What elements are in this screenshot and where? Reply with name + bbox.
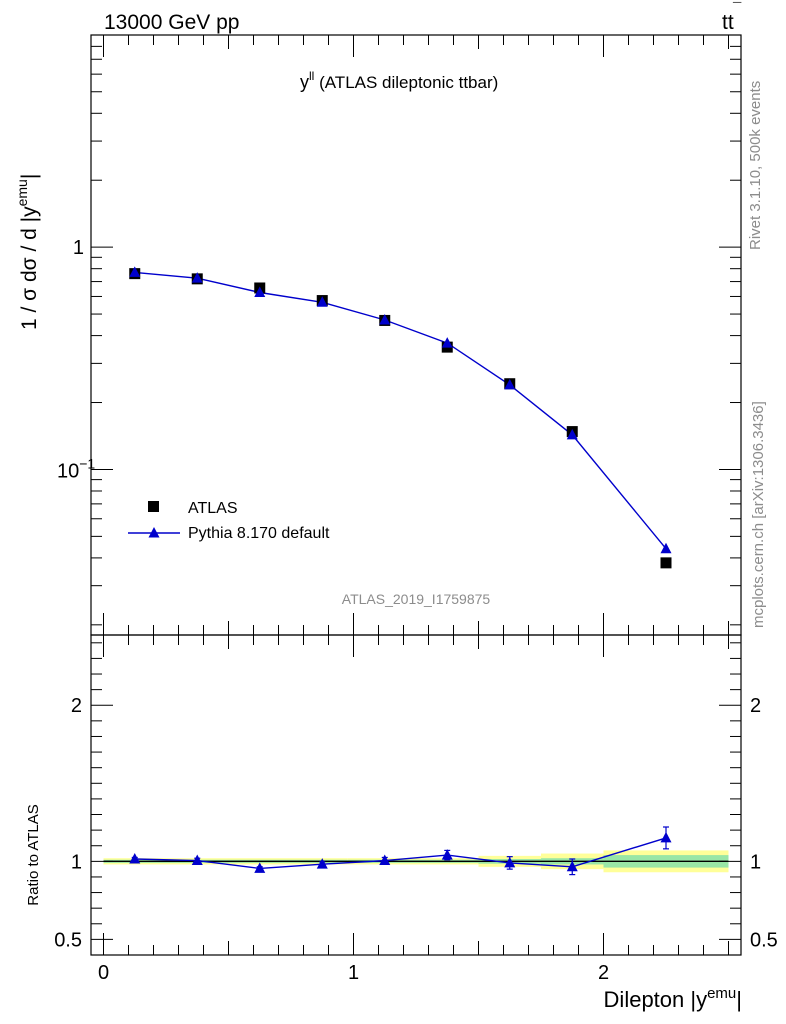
legend: ATLAS Pythia 8.170 default xyxy=(128,500,330,542)
legend-atlas-marker xyxy=(148,501,159,512)
legend-pythia-label: Pythia 8.170 default xyxy=(188,525,330,542)
mcplots-label: mcplots.cern.ch [arXiv:1306.3436] xyxy=(750,401,767,628)
main-ylabel-end: | xyxy=(18,174,41,179)
ratio-x-tick-label: 0 xyxy=(98,962,109,984)
process-label-bar: ¯ xyxy=(732,0,742,17)
main-title-rest: (ATLAS dileptonic ttbar) xyxy=(314,73,498,92)
main-y-tick-label-base: 10 xyxy=(57,460,79,482)
ratio-y-tick-label-right: 0.5 xyxy=(750,929,778,951)
ratio-xlabel: Dilepton |yemu| xyxy=(604,985,742,1012)
ratio-y-tick-label-right: 2 xyxy=(750,695,761,717)
ratio-y-tick-label-right: 1 xyxy=(750,851,761,873)
process-label-text: tt xyxy=(722,11,734,34)
ratio-x-tick-label: 2 xyxy=(598,962,609,984)
pythia-point xyxy=(504,378,516,390)
main-title: yll (ATLAS dileptonic ttbar) xyxy=(300,69,498,92)
legend-atlas-label: ATLAS xyxy=(188,500,238,517)
ratio-xlabel-base: Dilepton |y xyxy=(604,987,708,1012)
legend-pythia-marker xyxy=(148,527,160,538)
main-panel: yll (ATLAS dileptonic ttbar) 1 / σ dσ / … xyxy=(14,34,741,635)
ratio-pythia-point xyxy=(379,854,391,866)
pythia-point xyxy=(379,314,391,325)
rivet-label: Rivet 3.1.10, 500k events xyxy=(747,81,764,250)
pythia-point xyxy=(316,296,328,307)
ratio-pythia-point xyxy=(316,858,328,869)
pythia-point xyxy=(129,266,141,277)
energy-label: 13000 GeV pp xyxy=(104,11,239,34)
main-ticks: 1 10−1 xyxy=(57,34,741,635)
main-series xyxy=(129,266,672,569)
pythia-point xyxy=(566,428,578,440)
main-ylabel-sup: emu xyxy=(14,179,30,206)
main-y-tick-label-sup: −1 xyxy=(79,455,95,471)
pythia-point xyxy=(191,272,203,283)
ratio-ticks: 0.5 0.5 1 1 2 2 0 1 2 xyxy=(54,635,778,984)
ratio-x-tick-label: 1 xyxy=(348,962,359,984)
pythia-point xyxy=(254,286,266,298)
ratio-pythia-point xyxy=(566,860,578,872)
main-ylabel: 1 / σ dσ / d |yemu| xyxy=(14,174,41,330)
analysis-watermark: ATLAS_2019_I1759875 xyxy=(342,591,491,607)
ratio-xlabel-sup: emu xyxy=(707,985,736,1002)
ratio-y-tick-label-left: 0.5 xyxy=(54,929,82,951)
ratio-pythia-point xyxy=(191,854,203,866)
ratio-xlabel-end: | xyxy=(736,987,742,1012)
ratio-pythia-point xyxy=(660,831,672,843)
main-y-tick-label: 1 xyxy=(73,237,84,259)
ratio-y-tick-label-left: 1 xyxy=(71,851,82,873)
pythia-point xyxy=(660,542,672,554)
ratio-frame xyxy=(90,634,742,956)
main-title-base: y xyxy=(300,72,309,92)
ratio-pythia-point xyxy=(441,849,453,860)
pythia-point xyxy=(441,337,453,348)
main-ylabel-base: 1 / σ dσ / d |y xyxy=(18,206,41,330)
process-label: tt ¯ xyxy=(722,0,742,34)
ratio-y-tick-label-left: 2 xyxy=(71,695,82,717)
ratio-ylabel: Ratio to ATLAS xyxy=(25,804,42,905)
main-title-sup: ll xyxy=(309,69,314,83)
main-y-tick-label: 10−1 xyxy=(57,455,95,482)
ratio-pythia-point xyxy=(254,862,266,873)
atlas-point xyxy=(660,557,672,569)
ratio-pythia-point xyxy=(504,856,516,868)
ratio-pythia-point xyxy=(129,853,141,864)
ratio-panel: 0.5 0.5 1 1 2 2 0 1 2 Ratio to ATLAS Dilepton |y… xyxy=(25,635,778,1012)
ratio-series xyxy=(129,826,672,876)
main-frame xyxy=(90,34,742,636)
